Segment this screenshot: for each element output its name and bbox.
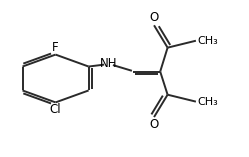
Text: CH₃: CH₃ xyxy=(197,36,218,46)
Text: Cl: Cl xyxy=(50,103,61,116)
Text: CH₃: CH₃ xyxy=(197,97,218,107)
Text: NH: NH xyxy=(100,57,117,70)
Text: O: O xyxy=(149,11,159,24)
Text: F: F xyxy=(52,41,59,54)
Text: O: O xyxy=(149,118,159,131)
